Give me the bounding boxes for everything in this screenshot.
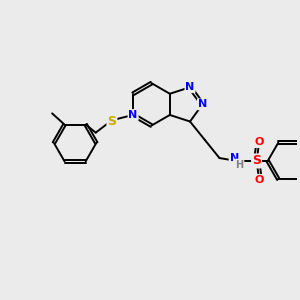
Text: S: S	[252, 154, 261, 167]
Text: N: N	[185, 82, 195, 92]
Text: H: H	[236, 160, 244, 170]
Text: O: O	[254, 137, 264, 147]
Text: N: N	[230, 153, 239, 163]
Text: S: S	[107, 115, 116, 128]
Text: O: O	[254, 175, 264, 185]
Text: N: N	[198, 99, 207, 110]
Text: N: N	[128, 110, 138, 120]
